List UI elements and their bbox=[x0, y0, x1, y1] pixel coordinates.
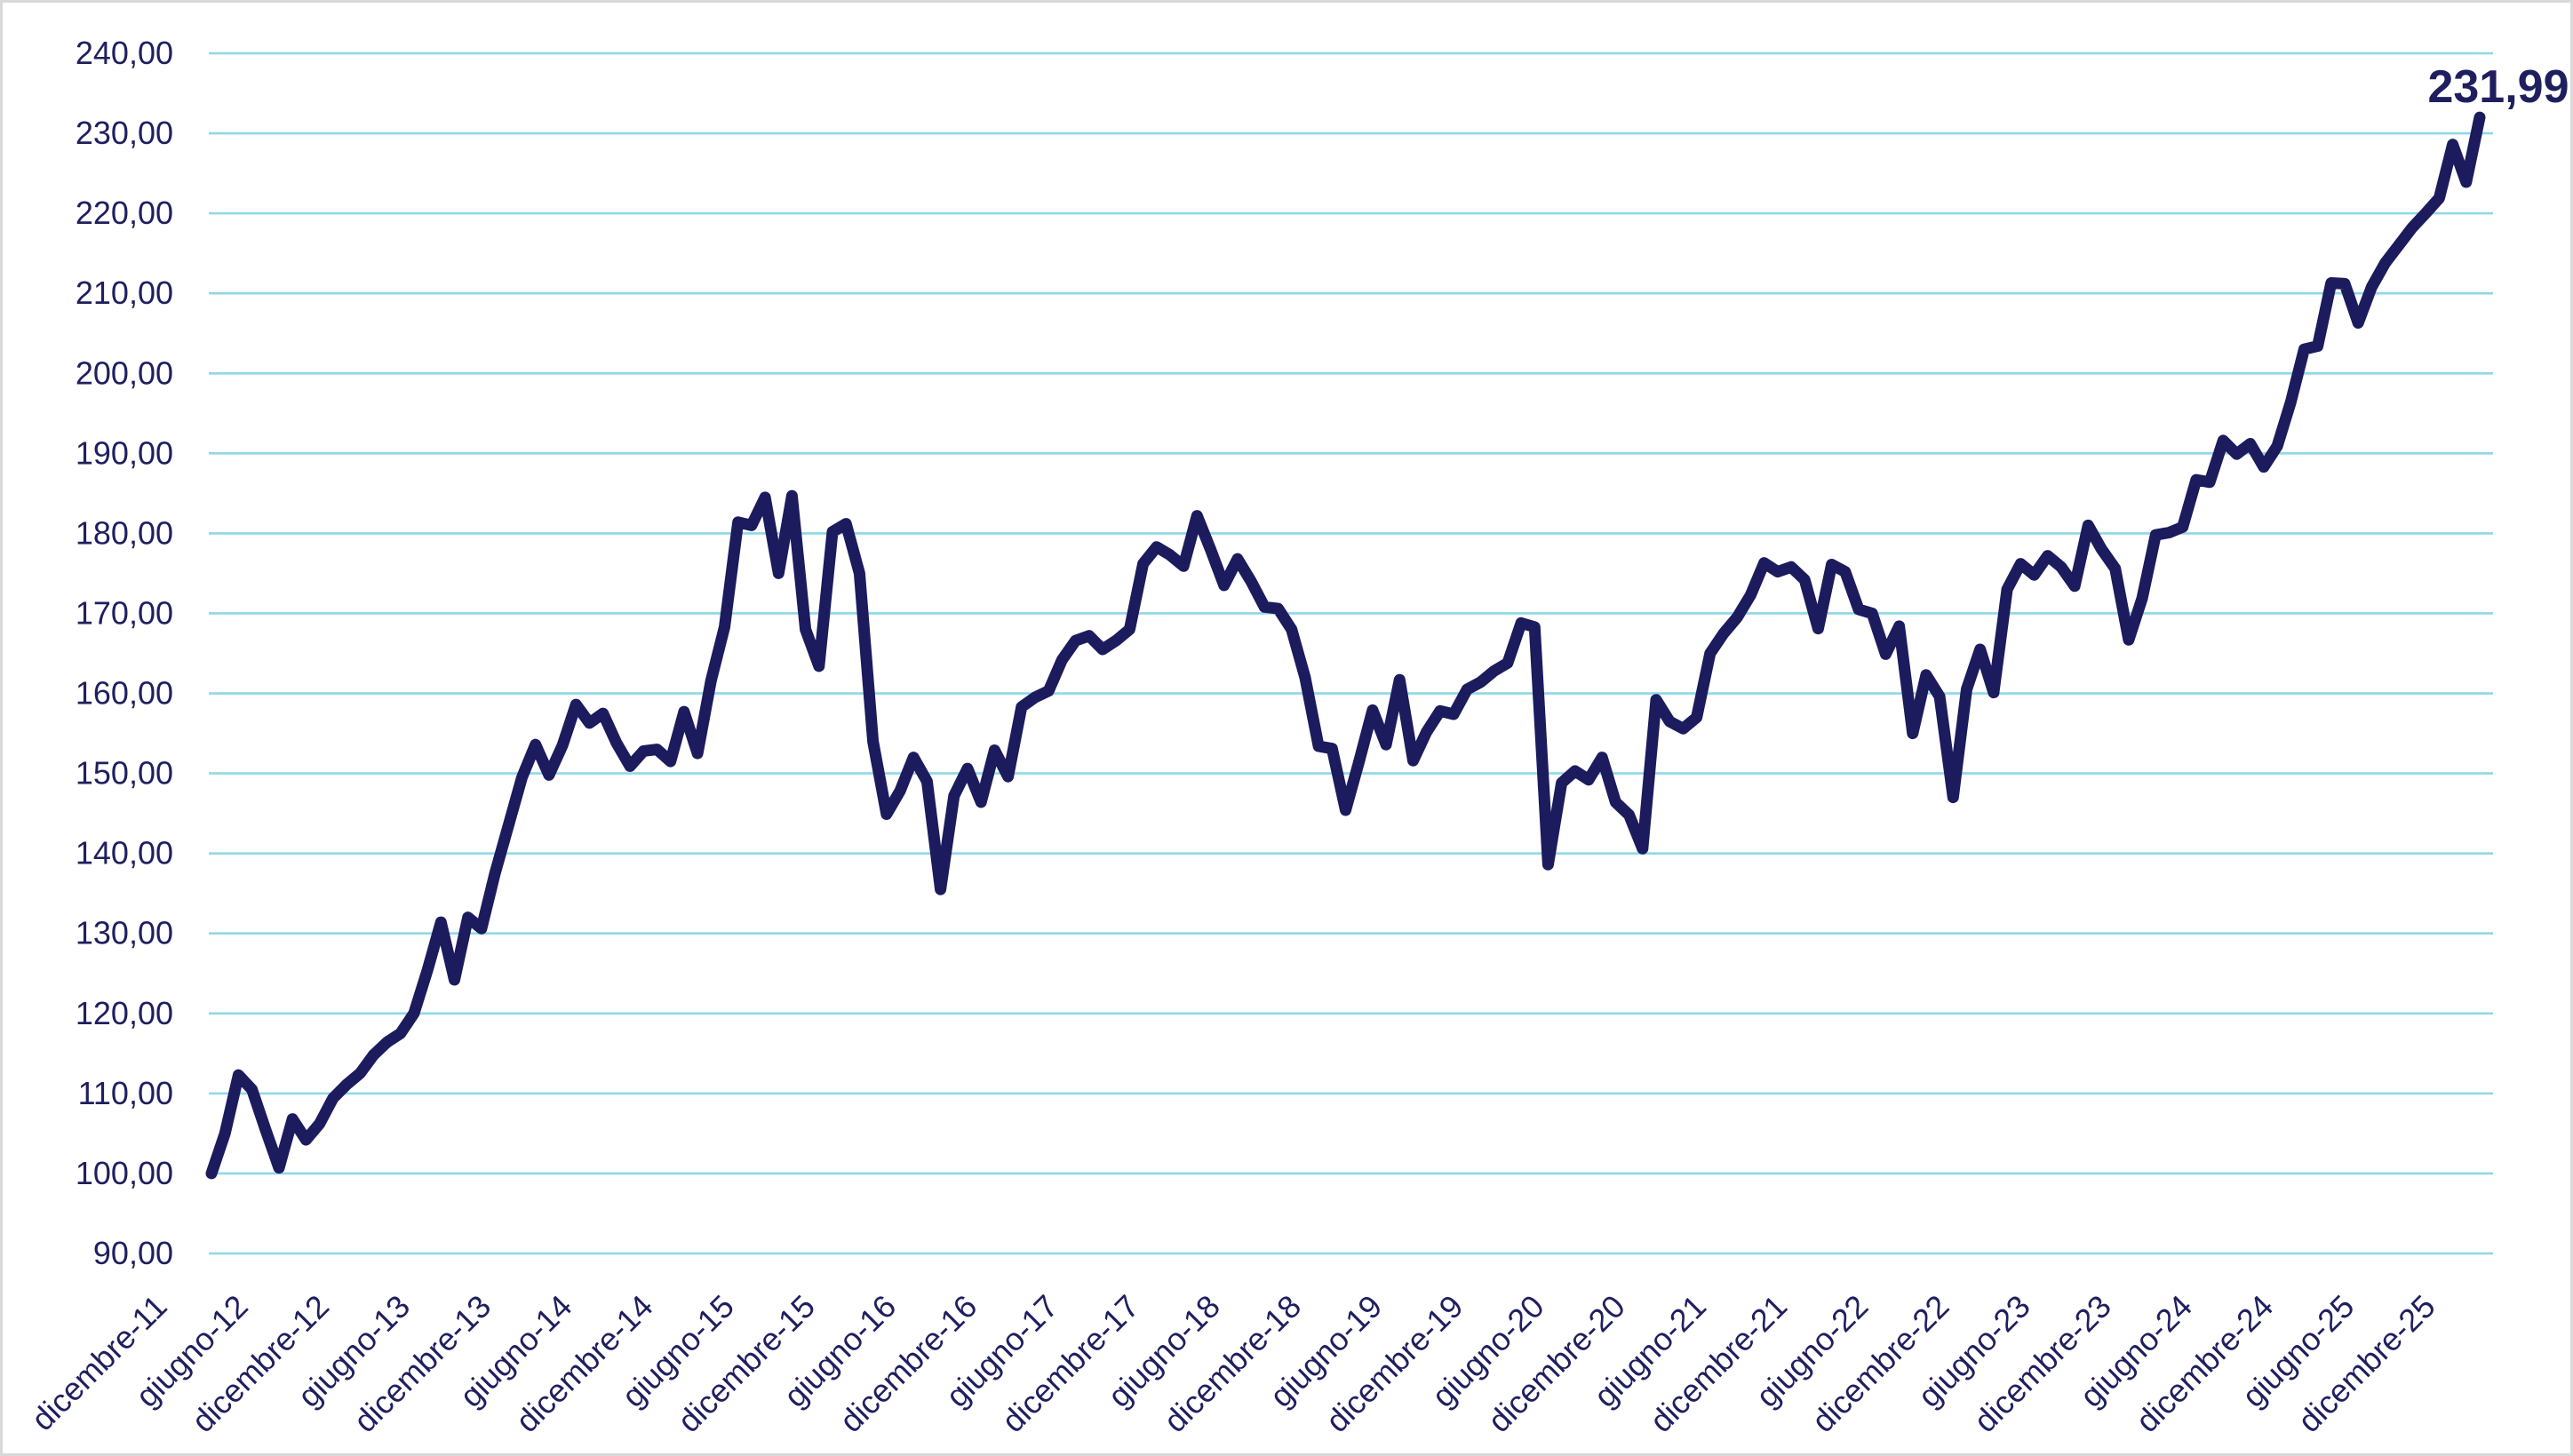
line-chart: 240,00 230,00 220,00 210,00 200,00 190,00 180,… bbox=[24, 35, 2569, 1439]
y-tick-label: 120,00 bbox=[76, 995, 173, 1031]
y-tick-label: 180,00 bbox=[76, 514, 173, 551]
y-tick-label: 240,00 bbox=[76, 35, 173, 71]
chart-canvas: 240,00 230,00 220,00 210,00 200,00 190,00 180,… bbox=[3, 3, 2570, 1453]
y-tick-label: 110,00 bbox=[78, 1075, 173, 1111]
data-line bbox=[205, 111, 2486, 1180]
y-tick-label: 150,00 bbox=[76, 755, 173, 792]
y-tick-label: 210,00 bbox=[76, 274, 173, 311]
y-tick-label: 170,00 bbox=[76, 594, 173, 631]
y-axis-labels: 240,00 230,00 220,00 210,00 200,00 190,00 180,… bbox=[76, 35, 173, 1271]
y-tick-label: 100,00 bbox=[76, 1155, 173, 1191]
x-axis-labels: dicembre-11giugno-12dicembre-12giugno-13… bbox=[24, 1288, 2442, 1439]
y-tick-label: 160,00 bbox=[76, 675, 173, 712]
gridlines bbox=[209, 52, 2493, 1255]
y-tick-label: 130,00 bbox=[76, 915, 173, 951]
x-tick-label: dicembre-11 bbox=[24, 1288, 174, 1438]
y-tick-label: 200,00 bbox=[76, 354, 173, 391]
y-tick-label: 90,00 bbox=[93, 1235, 173, 1271]
y-tick-label: 220,00 bbox=[76, 195, 173, 231]
y-tick-label: 230,00 bbox=[76, 115, 173, 151]
end-value-label: 231,99 bbox=[2427, 61, 2569, 113]
y-tick-label: 190,00 bbox=[76, 434, 173, 471]
y-tick-label: 140,00 bbox=[76, 835, 173, 871]
